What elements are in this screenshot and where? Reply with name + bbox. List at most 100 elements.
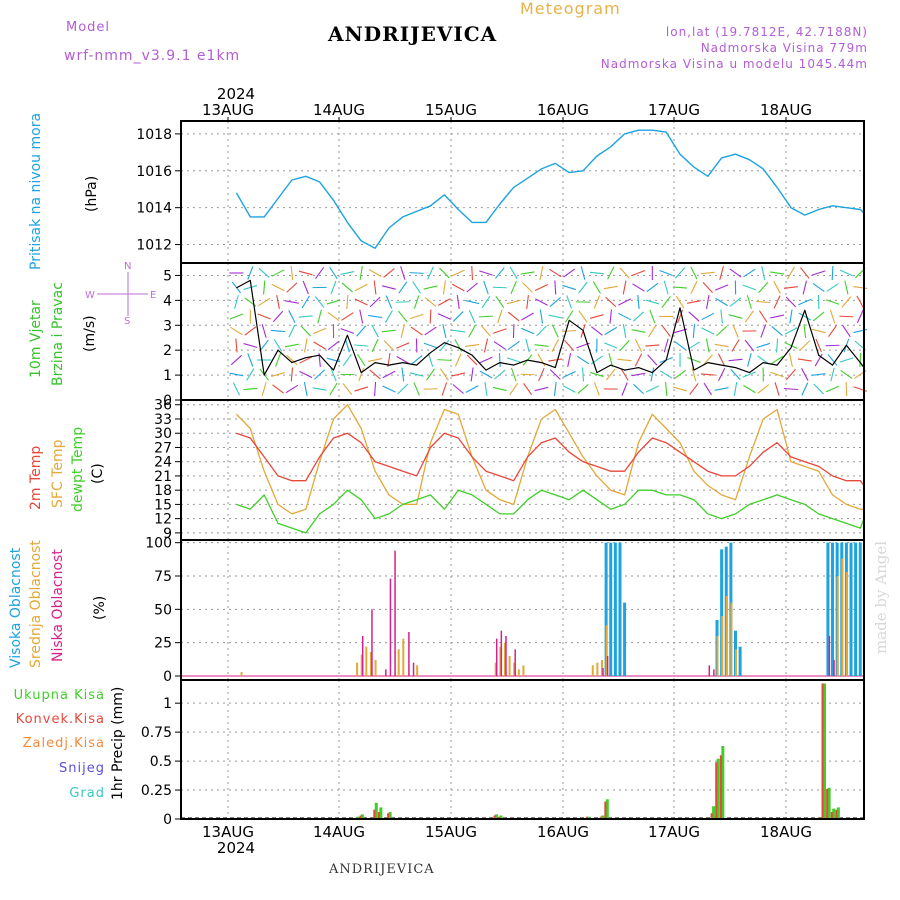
- precip-total-bar: [822, 683, 826, 819]
- wind-arrow: [578, 281, 588, 294]
- wind-arrow: [844, 280, 849, 295]
- wind-arrow: [825, 299, 840, 305]
- wind-arrow: [718, 367, 726, 382]
- wind-arrow: [452, 384, 464, 394]
- precip-convective-bar: [493, 815, 496, 819]
- wind-arrow: [471, 265, 474, 281]
- cloud-high-bar: [849, 542, 853, 676]
- wind-arrow: [483, 280, 489, 295]
- wind-arrow: [853, 285, 868, 290]
- wind-arrow: [439, 267, 450, 279]
- wind-arrow: [383, 268, 395, 278]
- sfc-temp-line: [235, 404, 865, 515]
- wind-arrow: [230, 326, 243, 336]
- x-tick-label-top: 16AUG: [537, 101, 589, 119]
- wind-arrow: [690, 266, 698, 280]
- wind-arrow: [829, 309, 836, 324]
- legend-freezing-rain: Zaledj.Kisa: [22, 736, 105, 751]
- wind-arrow: [456, 294, 460, 310]
- wind-arrow: [427, 266, 434, 280]
- wind-arrow: [631, 269, 646, 277]
- cloud-low-bar: [713, 669, 715, 676]
- wind-arrow: [229, 313, 244, 320]
- wind-arrow: [589, 314, 604, 319]
- wind-arrow: [354, 344, 369, 347]
- footer-station: ANDRIJEVICA: [329, 862, 435, 877]
- wind-arrow: [715, 297, 728, 307]
- y-tick-label: 1014: [136, 201, 172, 217]
- wind-arrow: [799, 267, 810, 279]
- wind-arrow: [382, 370, 396, 379]
- wind-arrow: [373, 280, 377, 295]
- wind-arrow: [742, 284, 757, 291]
- wind-arrow: [374, 381, 377, 397]
- wind-arrow: [566, 295, 573, 309]
- y-tick-label: 75: [154, 569, 172, 585]
- x-tick-label-top: 14AUG: [313, 101, 365, 119]
- wind-arrow: [507, 341, 520, 350]
- wind-arrow: [409, 313, 424, 320]
- wind-arrow: [272, 310, 284, 323]
- wind-arrow: [381, 329, 396, 333]
- y-tick-label: 15: [154, 497, 172, 513]
- wind-arrow: [663, 338, 669, 353]
- precip-total-bar: [374, 802, 378, 819]
- precip-total-bar: [379, 807, 383, 819]
- wind-arrow: [299, 370, 313, 379]
- cloud-high-bar: [854, 542, 858, 676]
- wind-arrow: [562, 329, 577, 333]
- cloud-mid-bar: [836, 576, 839, 676]
- wind-arrow: [761, 266, 766, 280]
- wind-arrow: [757, 384, 770, 394]
- cloud-low-bar: [385, 669, 387, 676]
- wind-arrow: [354, 386, 369, 392]
- wind-arrow: [451, 283, 465, 292]
- wind-arrow: [358, 367, 365, 382]
- wind-arrow: [244, 326, 257, 336]
- cloud-mid-bar: [508, 656, 511, 676]
- wind-arrow: [803, 323, 807, 339]
- wind-arrow: [705, 338, 710, 353]
- wind-arrow: [261, 382, 267, 396]
- cloud-low-bar: [500, 630, 503, 676]
- wind-arrow: [646, 282, 659, 293]
- wind-arrow: [442, 324, 447, 338]
- precip-convective-bar: [821, 683, 824, 819]
- wind-arrow: [744, 310, 754, 323]
- wind-arrow: [701, 327, 715, 335]
- wind-arrow: [396, 342, 410, 349]
- wind-arrow: [608, 353, 614, 367]
- wind-arrow: [484, 381, 488, 397]
- precip-convective-bar: [835, 809, 838, 819]
- cloud-mid-bar: [716, 636, 719, 676]
- wind-arrow: [313, 341, 326, 350]
- wind-arrow: [426, 368, 435, 381]
- wind-arrow: [728, 358, 743, 362]
- wind-arrow: [539, 309, 544, 324]
- wind-arrow: [329, 382, 338, 396]
- wind-arrow: [413, 382, 420, 396]
- wind-arrow: [645, 344, 660, 347]
- wind-arrow: [479, 370, 493, 379]
- precip-total-bar: [601, 815, 605, 819]
- precip-total-bar: [356, 816, 360, 819]
- wind-arrow: [604, 326, 618, 336]
- wind-arrow: [483, 338, 489, 353]
- wind-arrow: [534, 386, 549, 392]
- cloud-low-bar: [408, 632, 410, 676]
- wind-arrow: [412, 281, 422, 294]
- wind-arrow: [369, 369, 381, 380]
- wind-arrow: [631, 372, 646, 377]
- wind-arrow: [553, 381, 557, 397]
- wind-arrow: [354, 283, 368, 292]
- wind-arrow: [826, 283, 839, 292]
- wind-arrow: [619, 267, 630, 279]
- compass-east: E: [150, 290, 156, 301]
- wind-arrow: [564, 310, 574, 323]
- wind-arrow: [258, 267, 270, 279]
- y-tick-label: 21: [154, 469, 172, 485]
- wind-arrow: [690, 280, 698, 295]
- wind-arrow: [470, 367, 474, 382]
- precip-total-bar: [388, 812, 392, 819]
- wind-arrow: [830, 367, 835, 382]
